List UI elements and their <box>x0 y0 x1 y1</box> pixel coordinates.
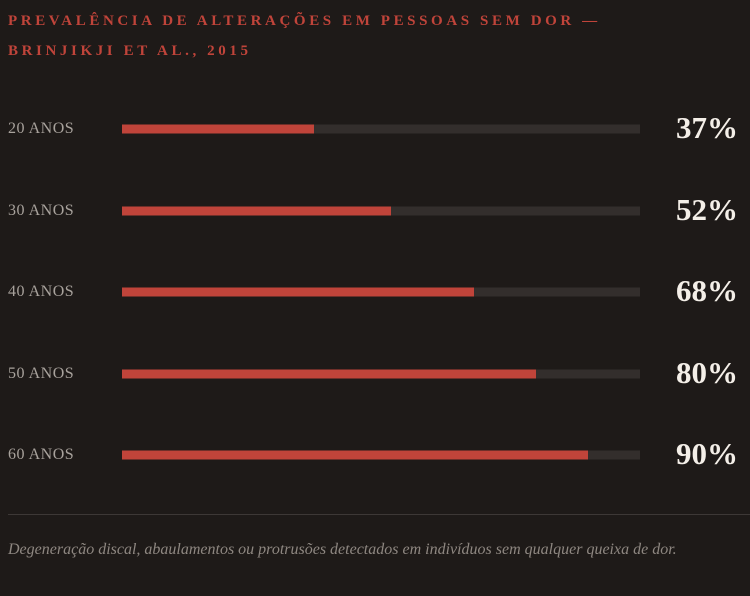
bar <box>122 124 314 134</box>
bar <box>122 206 392 215</box>
value-label: 68% <box>676 273 738 308</box>
bar-track <box>122 287 640 297</box>
value-label: 37% <box>676 110 738 145</box>
category-label: 30 ANOS <box>8 201 75 219</box>
bar <box>122 287 475 297</box>
category-label: 50 ANOS <box>8 364 75 382</box>
value-label: 80% <box>676 354 738 390</box>
bar-track <box>122 206 640 215</box>
value-label: 90% <box>676 436 738 471</box>
category-label: 60 ANOS <box>8 446 75 463</box>
separator <box>8 514 750 515</box>
bar <box>122 369 537 378</box>
bar-track <box>122 369 640 378</box>
category-label: 20 ANOS <box>8 120 75 137</box>
chart-title: PREVALÊNCIA DE ALTERAÇÕES EM PESSOAS SEM… <box>8 13 601 59</box>
category-label: 40 ANOS <box>8 283 75 300</box>
bar-track <box>122 124 640 134</box>
value-label: 52% <box>676 191 738 227</box>
caption: Degeneração discal, abaulamentos ou prot… <box>8 541 677 558</box>
bar-track <box>122 450 640 460</box>
bar <box>122 450 589 460</box>
